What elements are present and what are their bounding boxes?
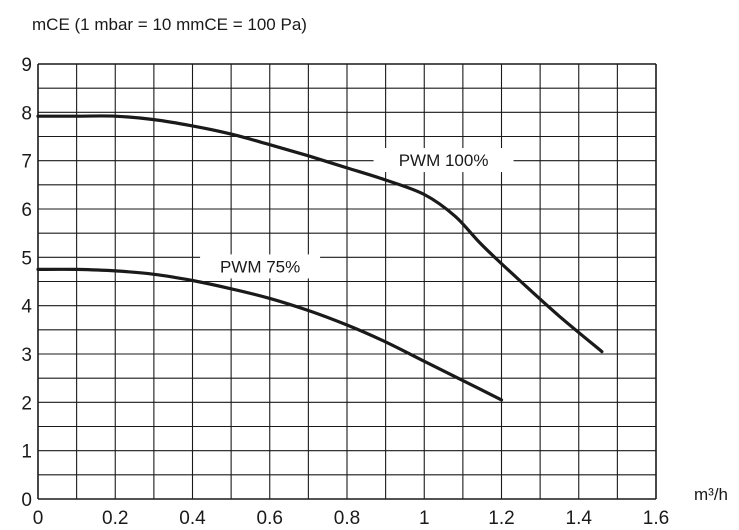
tick-labels: 0 1 2 3 4 5 6 7 8 9 0 0.2 0.4 0.6 0.8 1 1.2 1.4 1.6 (21, 55, 669, 529)
x-tick-label: 0 (33, 508, 44, 529)
y-tick-label: 6 (21, 200, 32, 221)
series-curve-pwm-100 (36, 114, 604, 354)
y-tick-label: 8 (21, 103, 32, 124)
y-tick-label: 9 (21, 55, 32, 76)
x-tick-label: 0.8 (334, 508, 360, 529)
x-tick-label: 1.4 (566, 508, 593, 529)
series-label: PWM 100% (399, 151, 489, 170)
x-axis-unit-label: m³/h (694, 485, 728, 504)
y-tick-label: 5 (21, 248, 32, 269)
series-curves: PWM 100% PWM 75% (36, 114, 604, 402)
x-tick-label: 1.6 (643, 508, 669, 529)
series-curve-pwm-75 (36, 267, 504, 402)
series-label-background (373, 148, 514, 173)
y-tick-label: 7 (21, 152, 32, 173)
y-axis-label: mCE (1 mbar = 10 mmCE = 100 Pa) (32, 15, 307, 34)
grid (37, 63, 657, 500)
x-tick-label: 0.2 (102, 508, 128, 529)
y-tick-label: 4 (21, 297, 32, 318)
series-label-background (200, 254, 321, 279)
x-tick-label: 0.6 (257, 508, 283, 529)
y-tick-label: 1 (21, 442, 32, 463)
y-tick-label: 2 (21, 393, 32, 414)
x-tick-label: 0.4 (179, 508, 206, 529)
y-tick-label: 3 (21, 345, 32, 366)
x-tick-label: 1 (419, 508, 430, 529)
series-label: PWM 75% (220, 257, 300, 276)
x-tick-label: 1.2 (488, 508, 514, 529)
y-tick-label: 0 (21, 490, 32, 511)
